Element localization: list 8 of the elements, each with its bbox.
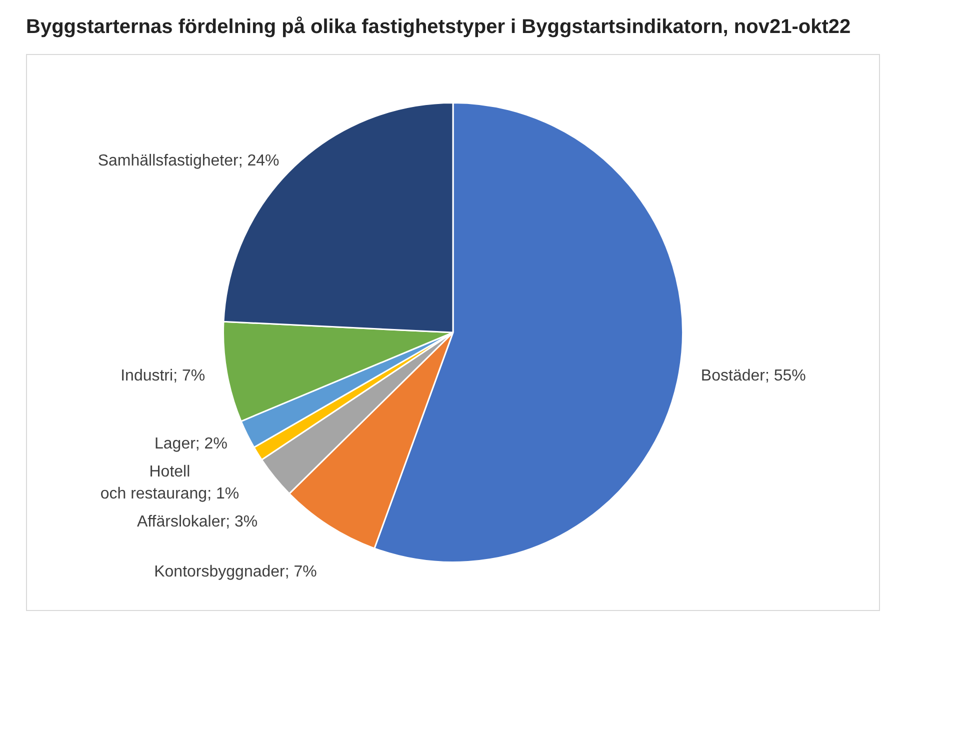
- slice-label: Samhällsfastigheter; 24%: [98, 152, 280, 170]
- slice-label: Hotell och restaurang; 1%: [100, 464, 240, 503]
- slice-label: Bostäder; 55%: [700, 368, 806, 385]
- slice-label: Affärslokaler; 3%: [136, 514, 258, 531]
- slice-label: Lager; 2%: [154, 436, 228, 453]
- slice-label: Industri; 7%: [120, 368, 206, 385]
- slice-label: Kontorsbyggnader; 7%: [154, 564, 317, 581]
- chart-title: Byggstarternas fördelning på olika fastighetstyper i Byggstartsindikatorn, nov21-okt22: [25, 15, 852, 40]
